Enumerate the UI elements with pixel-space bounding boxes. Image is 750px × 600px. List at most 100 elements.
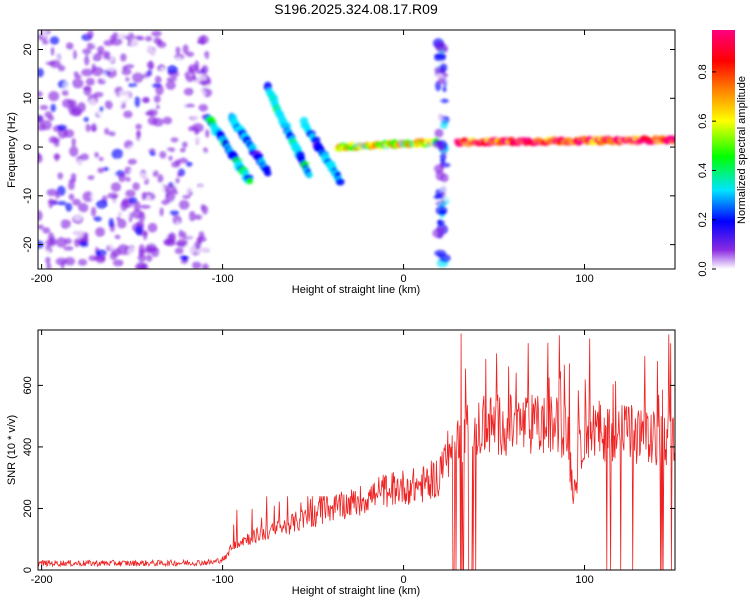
spectrogram-blob: [108, 131, 116, 137]
spectrogram-blob: [149, 151, 156, 157]
spectrogram-blob: [132, 72, 144, 84]
spectrogram-blob: [180, 109, 192, 117]
spectrogram-blob: [95, 199, 108, 209]
spectrogram-blob: [155, 259, 164, 266]
spectrogram-blob: [185, 186, 190, 197]
spectrogram-blob: [196, 248, 202, 254]
spectrogram-blob: [183, 87, 194, 96]
spectrogram-blob: [116, 216, 121, 221]
spectrogram-blob: [143, 41, 153, 51]
spectrogram-blob: [49, 59, 61, 69]
spectrogram-blob: [38, 91, 43, 98]
spectrogram-blob: [436, 114, 443, 123]
spectrogram-blob: [48, 90, 60, 102]
spectrogram-blob: [38, 146, 47, 152]
spectrogram-blob: [100, 254, 106, 262]
spectrogram-blob: [41, 120, 52, 131]
spectrogram-blob: [153, 95, 161, 104]
spectrogram-blob: [434, 53, 447, 59]
colorbar: 0.0 0.2 0.4 0.6 0.8 Normalized spectral ampl…: [697, 30, 748, 277]
spectrogram-blob: [436, 219, 445, 226]
colorbar-tick-label: 0.8: [697, 64, 709, 79]
spectrogram-x-label: Height of straight line (km): [292, 284, 420, 296]
spectrogram-blob: [52, 137, 61, 143]
spectrogram-blob: [61, 89, 69, 96]
spectrogram-blob: [152, 117, 164, 127]
spectrogram-frame: [37, 29, 676, 270]
spectrogram-blob: [39, 104, 49, 110]
spectrogram-blob: [73, 70, 79, 77]
spectrogram-blob: [65, 202, 73, 212]
spectrogram-blob: [95, 144, 107, 152]
y-tick-label: 0: [22, 567, 34, 573]
spectrogram-blob: [102, 166, 110, 172]
spectrogram-blob: [184, 71, 190, 79]
spectrogram-blob: [177, 100, 188, 107]
spectrogram-blob: [197, 184, 203, 194]
spectrogram-blob: [174, 159, 181, 166]
spectrogram-blob: [41, 138, 46, 144]
spectrogram-blob: [50, 103, 57, 113]
spectrogram-blob: [47, 199, 58, 204]
spectrogram-blob: [435, 205, 448, 216]
spectrogram-blob: [182, 44, 189, 55]
spectrogram-blob: [168, 155, 173, 161]
spectrogram-blob: [185, 51, 195, 57]
spectrogram-blob: [144, 110, 155, 116]
spectrogram-blob: [439, 120, 449, 130]
y-tick-label: -10: [22, 188, 34, 204]
spectrogram-blob: [439, 98, 449, 104]
spectrogram-blob: [114, 234, 121, 240]
y-tick-label: 600: [22, 376, 34, 394]
spectrogram-blob: [435, 98, 442, 104]
spectrogram-blob: [178, 199, 190, 210]
x-tick-label: 100: [575, 273, 593, 285]
spectrogram-blob: [55, 257, 68, 266]
spectrogram-blob: [141, 191, 147, 201]
spectrogram-blob: [55, 49, 67, 56]
spectrogram-blob: [50, 47, 55, 56]
spectrogram-blob: [161, 249, 170, 258]
spectrogram-blob: [38, 114, 44, 125]
spectrogram-blob: [190, 222, 199, 230]
snr-marks: [38, 333, 675, 570]
spectrogram-feature: [204, 114, 254, 185]
spectrogram-blob: [77, 178, 84, 185]
spectrogram-blob: [62, 98, 74, 108]
spectrogram-blob: [76, 159, 88, 167]
spectrogram-blob: [46, 188, 58, 197]
spectrogram-blob: [92, 37, 100, 46]
spectrogram-blob: [152, 170, 159, 177]
spectrogram-blob: [109, 35, 116, 43]
spectrogram-blob: [151, 30, 162, 37]
spectrogram-blob: [63, 81, 72, 92]
spectrogram-blob: [157, 174, 164, 184]
spectrogram-blob: [176, 172, 183, 177]
spectrogram-blob: [102, 71, 107, 81]
colorbar-ticks: 0.0 0.2 0.4 0.6 0.8: [697, 64, 716, 277]
spectrogram-blob: [122, 199, 130, 204]
spectrogram-blob: [134, 96, 141, 108]
spectrogram-blob: [79, 241, 89, 248]
snr-y-label: SNR (10 * v/v): [6, 415, 18, 485]
spectrogram-blob: [109, 199, 120, 205]
spectrogram-blob: [173, 181, 182, 187]
spectrogram-blob: [134, 225, 143, 236]
spectrogram-blob: [199, 55, 206, 60]
spectrogram-blob: [95, 249, 107, 257]
y-tick-label: 400: [22, 438, 34, 456]
spectrogram-blob: [175, 220, 180, 231]
y-tick-label: -20: [22, 237, 34, 253]
spectrogram-blob: [166, 77, 178, 82]
spectrogram-blob: [72, 49, 77, 60]
spectrogram-blob: [167, 64, 178, 74]
spectrogram-blob: [174, 247, 184, 255]
spectrogram-blob: [191, 136, 204, 144]
spectrogram-blob: [155, 104, 160, 110]
spectrogram-blob: [168, 103, 177, 109]
x-tick-label: 0: [400, 574, 406, 586]
spectrogram-blob: [147, 48, 157, 60]
